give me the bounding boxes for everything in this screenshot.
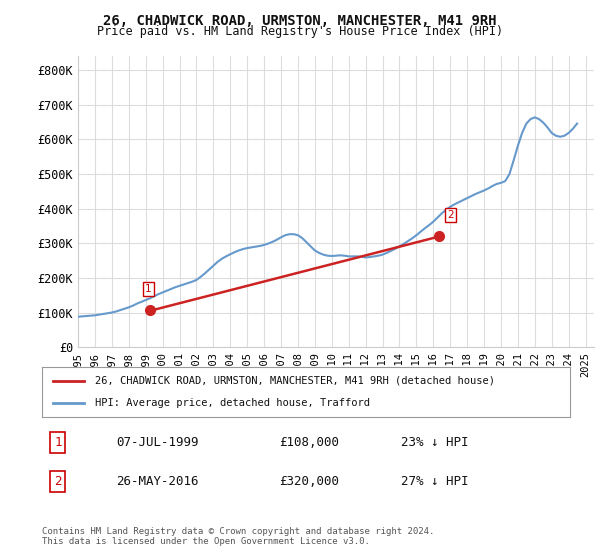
Text: 26, CHADWICK ROAD, URMSTON, MANCHESTER, M41 9RH: 26, CHADWICK ROAD, URMSTON, MANCHESTER, … <box>103 14 497 28</box>
Text: 2: 2 <box>54 475 62 488</box>
Text: HPI: Average price, detached house, Trafford: HPI: Average price, detached house, Traf… <box>95 398 370 408</box>
Text: 1: 1 <box>54 436 62 449</box>
Text: 07-JUL-1999: 07-JUL-1999 <box>116 436 199 449</box>
Text: Price paid vs. HM Land Registry's House Price Index (HPI): Price paid vs. HM Land Registry's House … <box>97 25 503 38</box>
Text: 27% ↓ HPI: 27% ↓ HPI <box>401 475 469 488</box>
Text: 1: 1 <box>145 284 151 294</box>
Text: £108,000: £108,000 <box>280 436 340 449</box>
Text: 2: 2 <box>448 210 454 220</box>
Text: £320,000: £320,000 <box>280 475 340 488</box>
Text: 26, CHADWICK ROAD, URMSTON, MANCHESTER, M41 9RH (detached house): 26, CHADWICK ROAD, URMSTON, MANCHESTER, … <box>95 376 495 386</box>
Text: 26-MAY-2016: 26-MAY-2016 <box>116 475 199 488</box>
Text: Contains HM Land Registry data © Crown copyright and database right 2024.
This d: Contains HM Land Registry data © Crown c… <box>42 526 434 546</box>
Text: 23% ↓ HPI: 23% ↓ HPI <box>401 436 469 449</box>
